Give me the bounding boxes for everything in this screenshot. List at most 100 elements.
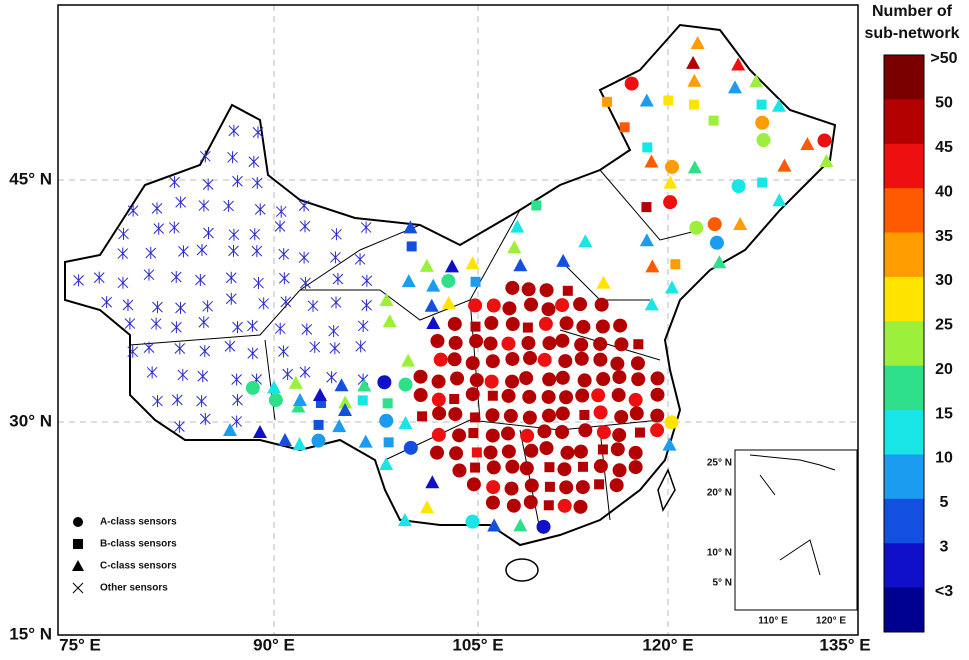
sensor-marker — [663, 195, 678, 210]
sensor-marker — [231, 373, 242, 386]
sensor-marker — [251, 245, 263, 258]
sensor-marker — [382, 314, 397, 328]
sensor-marker — [266, 380, 281, 394]
sensor-marker — [727, 80, 742, 94]
sensor-marker — [689, 220, 704, 235]
sensor-marker — [641, 202, 652, 213]
sensor-marker — [687, 73, 702, 87]
sensor-marker — [441, 273, 456, 288]
sensor-marker — [505, 459, 520, 474]
sensor-marker — [450, 371, 465, 386]
lon-label: 120° E — [642, 635, 693, 654]
colorbar-label: 3 — [940, 538, 949, 555]
sensor-marker — [383, 437, 394, 448]
sensor-marker — [524, 297, 539, 312]
sensor-marker — [634, 427, 645, 438]
sensor-marker — [777, 158, 792, 172]
sensor-marker — [447, 352, 462, 367]
sensor-marker — [602, 96, 613, 107]
sensor-marker — [522, 389, 537, 404]
sensor-marker — [664, 415, 679, 430]
sensor-marker — [628, 445, 643, 460]
sensor-marker — [232, 321, 243, 334]
sensor-marker — [195, 274, 206, 287]
sensor-marker — [403, 440, 418, 455]
sensor-marker — [127, 345, 139, 358]
sensor-marker — [382, 398, 393, 409]
sensor-marker — [228, 124, 240, 137]
sensor-marker — [559, 390, 574, 405]
sensor-marker — [560, 445, 575, 460]
lon-label: 90° E — [253, 635, 295, 654]
inset-lat-label: 20° N — [707, 488, 732, 499]
sensor-marker — [505, 351, 520, 366]
sensor-marker — [196, 244, 208, 257]
sensor-marker — [282, 368, 293, 381]
sensor-marker — [448, 407, 463, 422]
sensor-marker — [406, 241, 417, 252]
taiwan — [657, 468, 676, 512]
sensor-marker — [800, 137, 815, 151]
lat-label: 30° N — [9, 411, 52, 430]
sensor-marker — [650, 408, 665, 423]
sensor-marker — [487, 518, 502, 532]
sensor-marker — [484, 374, 499, 389]
sensor-marker — [555, 333, 570, 348]
colorbar-label: 20 — [935, 361, 953, 378]
sensor-marker — [274, 322, 286, 335]
sensor-marker — [470, 276, 481, 287]
sensor-marker — [170, 271, 182, 284]
sensor-marker — [469, 334, 484, 349]
sensor-marker — [510, 219, 525, 233]
sensor-marker — [501, 426, 516, 441]
sensor-marker — [245, 380, 260, 395]
sensor-marker — [307, 299, 319, 312]
sensor-marker — [253, 277, 264, 290]
sensor-marker — [379, 457, 394, 471]
sensor-marker — [254, 203, 266, 216]
sensor-marker — [633, 339, 644, 350]
sensor-marker — [749, 74, 764, 88]
sensor-marker — [595, 319, 610, 334]
sensor-marker — [513, 518, 528, 532]
sensor-marker — [413, 388, 428, 403]
sensor-marker — [470, 321, 481, 332]
sensor-marker — [521, 336, 536, 351]
sensor-marker — [501, 336, 516, 351]
sensor-marker — [501, 388, 516, 403]
sensor-marker — [520, 428, 535, 443]
sensor-marker — [274, 220, 286, 233]
colorbar-segment — [884, 188, 924, 234]
sensor-marker — [555, 298, 570, 313]
sensor-marker — [203, 226, 214, 239]
sensor-marker — [379, 413, 394, 428]
sensor-marker — [424, 298, 439, 312]
sensor-marker — [612, 463, 627, 478]
legend-symbol — [73, 539, 83, 549]
sensor-marker — [559, 316, 574, 331]
colorbar-label: 40 — [935, 183, 953, 200]
sensor-markers — [73, 35, 834, 534]
sensor-marker — [755, 115, 770, 130]
sensor-marker — [329, 342, 341, 355]
sensor-marker — [593, 459, 608, 474]
sensor-marker — [624, 76, 639, 91]
sensor-marker — [397, 513, 412, 527]
sensor-marker — [357, 395, 368, 406]
sensor-marker — [275, 205, 287, 218]
sensor-marker — [448, 335, 463, 350]
sensor-marker — [663, 175, 678, 189]
sensor-marker — [152, 301, 163, 314]
sensor-marker — [639, 93, 654, 107]
sensor-marker — [576, 319, 591, 334]
map-frame — [57, 4, 859, 636]
sensor-marker — [611, 388, 626, 403]
sensor-marker — [291, 399, 306, 413]
sensor-marker — [593, 405, 608, 420]
sensor-marker — [309, 341, 321, 354]
sensor-marker — [379, 293, 394, 307]
sensor-marker — [771, 98, 786, 112]
sensor-marker — [465, 387, 480, 402]
sensor-marker — [557, 462, 572, 477]
